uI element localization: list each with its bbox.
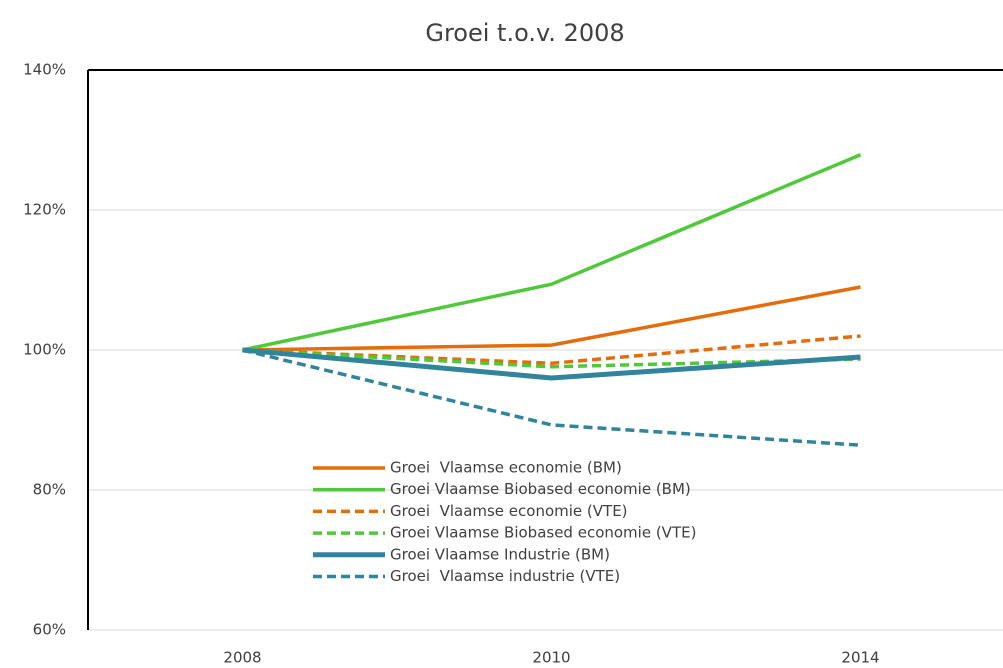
x-tick-label: 2008 <box>223 649 261 667</box>
y-tick-label: 80% <box>33 481 66 499</box>
legend-label: Groei Vlaamse Biobased economie (VTE) <box>390 524 696 542</box>
chart-title: Groei t.o.v. 2008 <box>425 19 624 47</box>
legend-label: Groei Vlaamse Industrie (BM) <box>390 545 610 563</box>
series-line <box>242 348 861 369</box>
series-line <box>242 347 861 381</box>
series-line <box>242 285 861 352</box>
legend-label: Groei Vlaamse Biobased economie (BM) <box>390 480 691 498</box>
legend-label: Groei Vlaamse economie (VTE) <box>390 502 628 520</box>
x-tick-label: 2010 <box>532 649 570 667</box>
y-tick-label: 140% <box>23 61 66 79</box>
legend-label: Groei Vlaamse economie (BM) <box>390 459 622 477</box>
y-tick-label: 120% <box>23 201 66 219</box>
y-tick-label: 60% <box>33 621 66 639</box>
y-tick-label: 100% <box>23 341 66 359</box>
legend-label: Groei Vlaamse industrie (VTE) <box>390 567 620 585</box>
x-tick-label: 2014 <box>841 649 879 667</box>
series-line <box>242 348 861 447</box>
series-line <box>242 153 862 352</box>
